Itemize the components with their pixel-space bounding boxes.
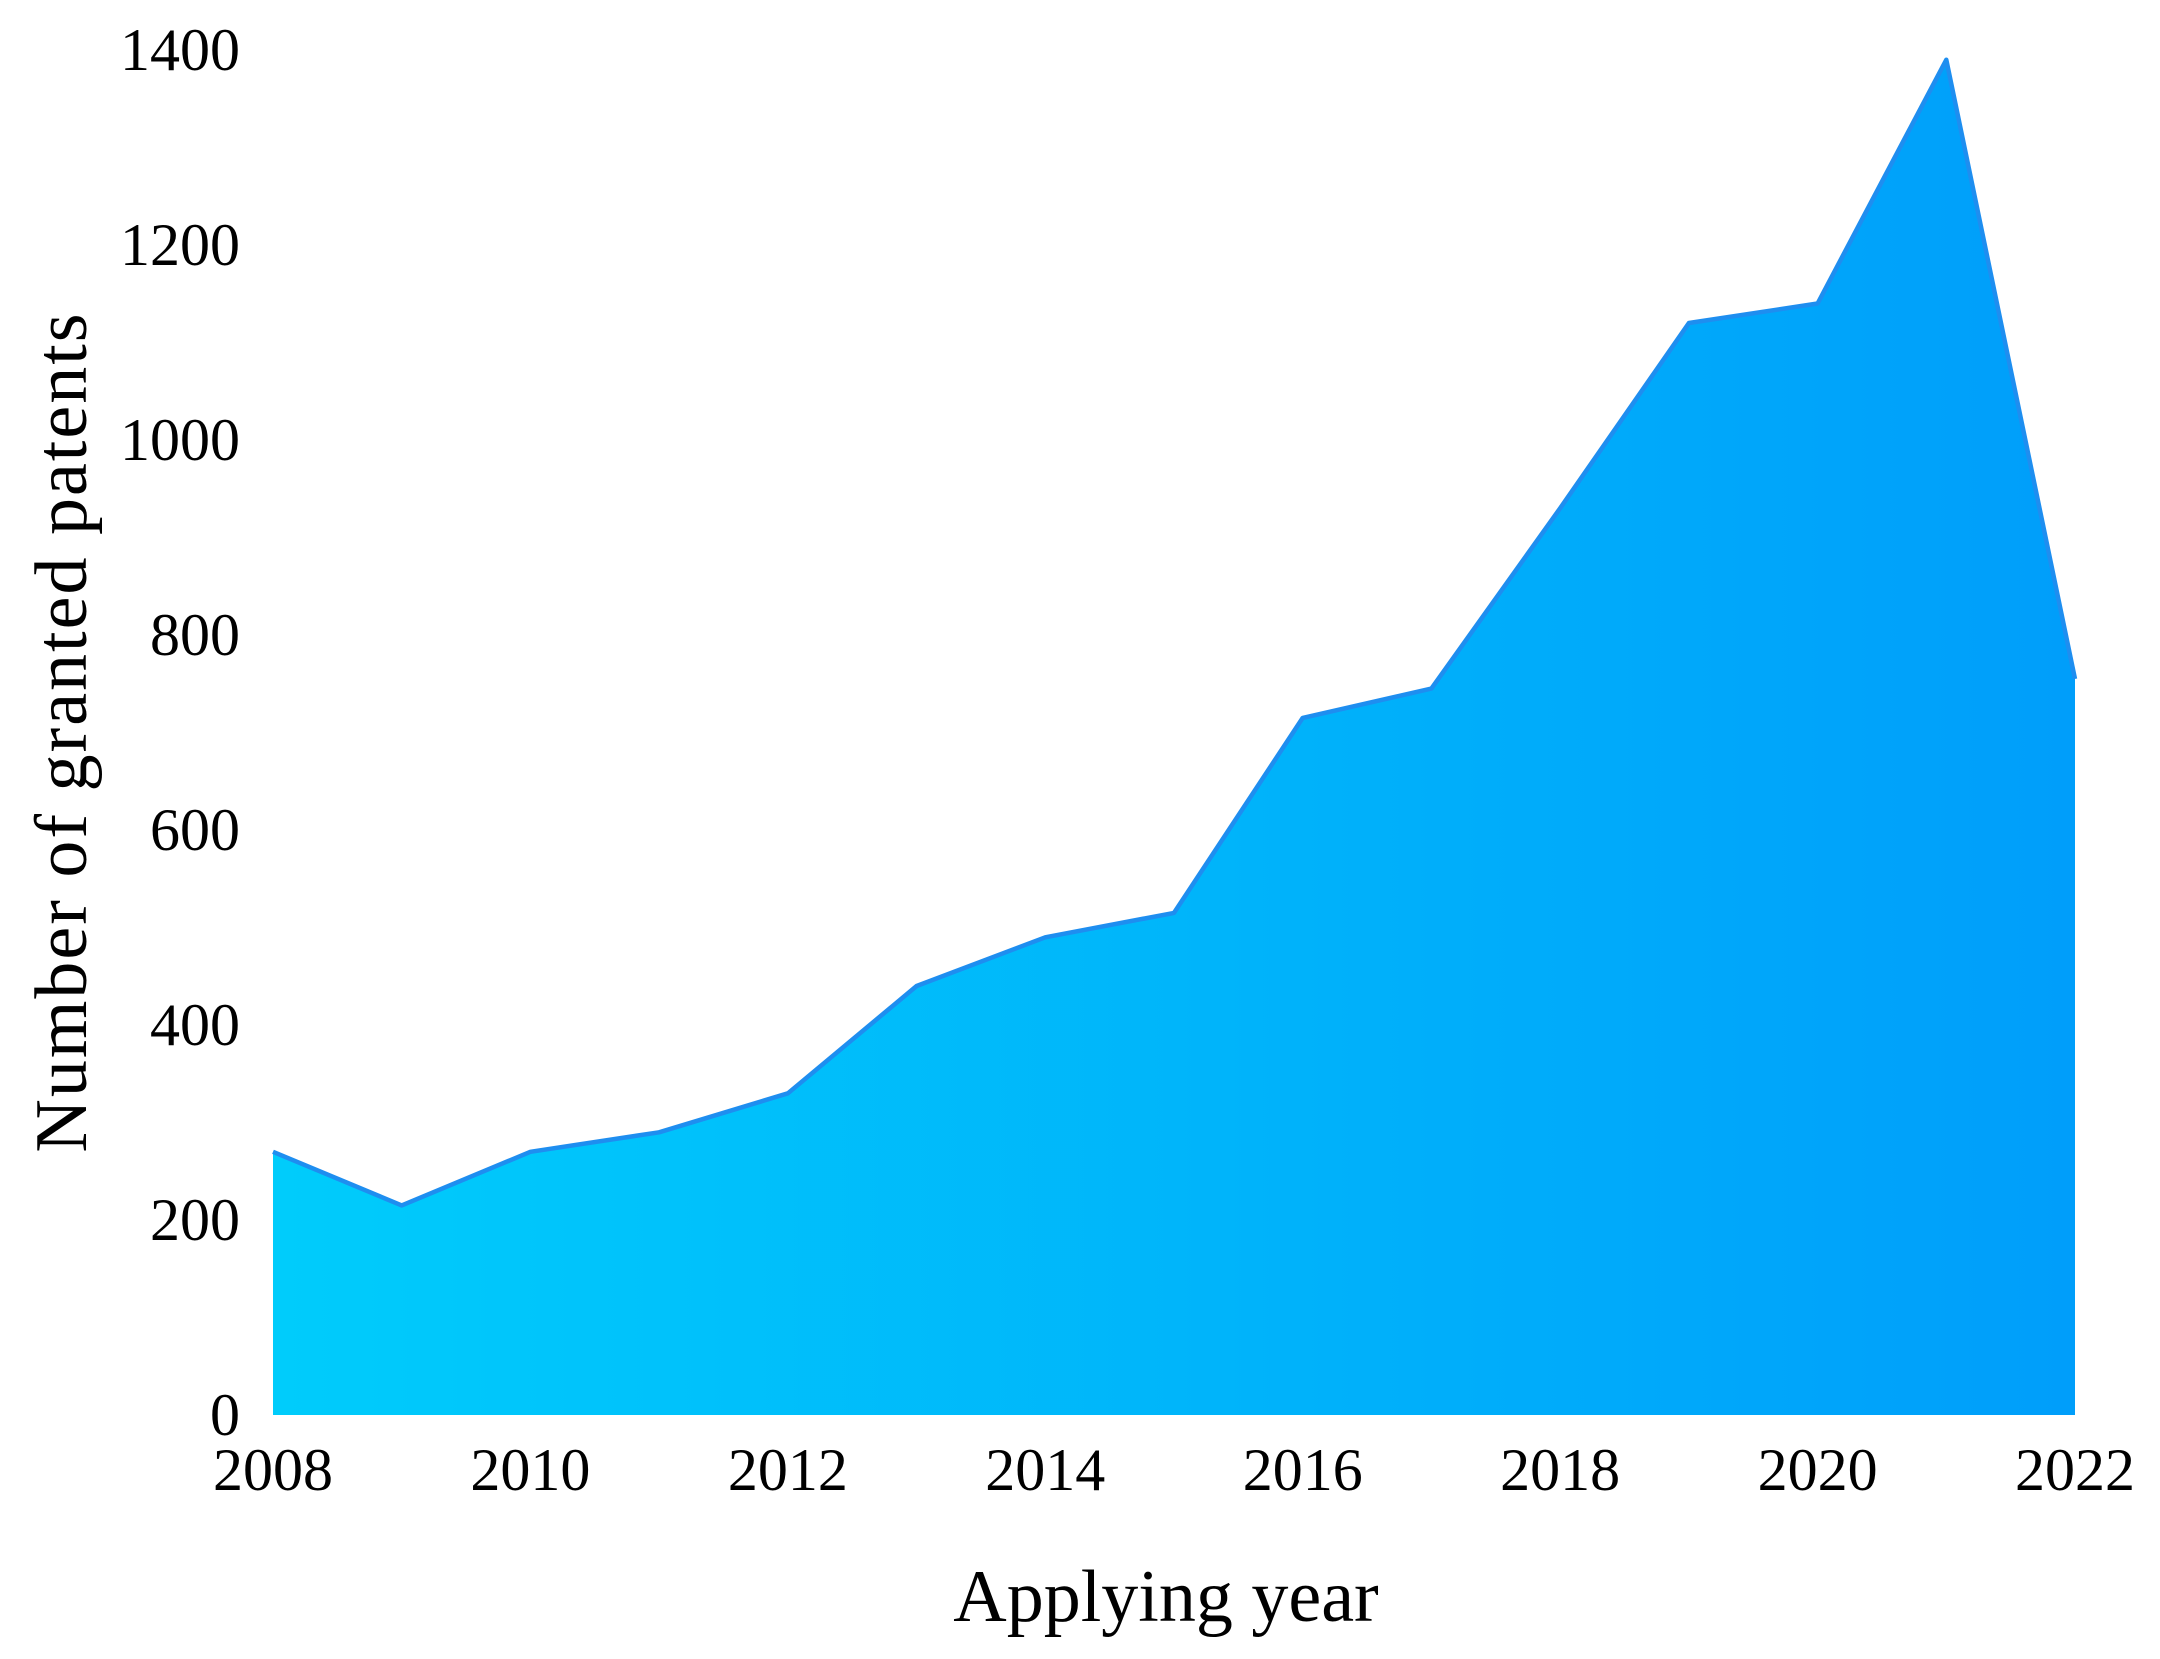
y-tick-label-1000: 1000	[120, 407, 240, 473]
y-tick-label-600: 600	[150, 797, 240, 863]
y-tick-label-0: 0	[210, 1382, 240, 1448]
x-tick-label-2020: 2020	[1757, 1437, 1878, 1503]
y-tick-label-400: 400	[150, 992, 240, 1058]
x-tick-label-2014: 2014	[985, 1437, 1106, 1503]
area-series-outline	[272, 57, 2078, 1208]
y-tick-label-1200: 1200	[120, 212, 240, 278]
y-tick-label-200: 200	[150, 1187, 240, 1253]
x-tick-label-2012: 2012	[727, 1437, 848, 1503]
x-tick-label-2022: 2022	[2015, 1437, 2135, 1503]
x-tick-label-2010: 2010	[470, 1437, 591, 1503]
x-tick-label-2008: 2008	[213, 1437, 333, 1503]
x-tick-label-2016: 2016	[1242, 1437, 1363, 1503]
area-series-fill	[273, 59, 2075, 1415]
y-tick-label-1400: 1400	[120, 17, 240, 83]
y-tick-label-800: 800	[150, 602, 240, 668]
x-tick-label-2018: 2018	[1500, 1437, 1621, 1503]
y-axis-title: Number of granted patents	[21, 311, 103, 1153]
x-axis-title: Applying year	[953, 1556, 1379, 1638]
